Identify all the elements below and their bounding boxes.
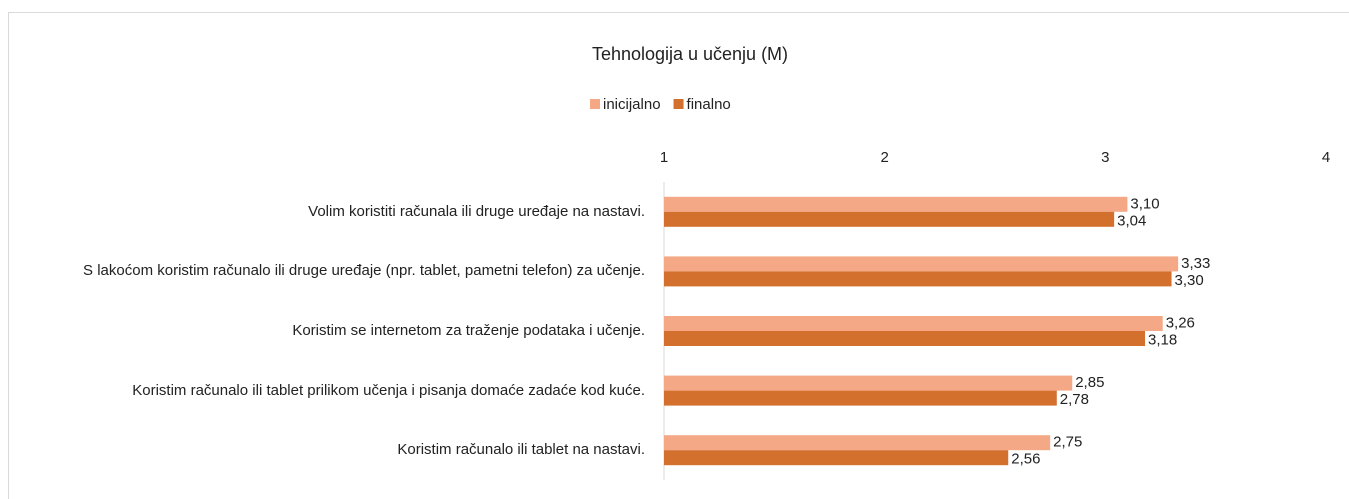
x-tick-label: 2 [880,149,888,166]
category-label: Koristim se internetom za traženje podat… [292,322,645,339]
category-label: Koristim računalo ili tablet na nastavi. [397,441,645,459]
bar [664,331,1146,346]
category-label: S lakoćom koristim računalo ili druge ur… [83,262,645,280]
bar [664,211,1115,227]
category-label: Volim koristiti računala ili druge uređa… [308,202,645,220]
value-label: 3,30 [1175,272,1204,289]
legend-swatch [590,99,600,109]
value-label: 3,33 [1181,255,1210,272]
legend-label: inicijalno [603,96,661,113]
value-label: 2,56 [1011,451,1040,468]
x-tick-label: 4 [1322,149,1330,166]
legend-swatch [673,99,684,109]
value-label: 3,04 [1117,212,1146,229]
bar [664,196,1128,212]
chart-title: Tehnologija u učenju (M) [592,44,788,64]
bar [664,375,1073,391]
value-label: 3,26 [1166,314,1195,331]
bar [664,256,1179,272]
bar [664,316,1163,331]
category-label: Koristim računalo ili tablet prilikom uč… [132,381,645,399]
chart-border [8,12,1349,499]
bar [664,435,1051,451]
value-label: 2,85 [1075,374,1104,391]
bar [664,450,1009,466]
bar [664,271,1172,287]
value-label: 2,75 [1053,434,1082,451]
bar [664,390,1057,406]
legend-label: finalno [687,96,731,113]
x-tick-label: 3 [1101,149,1109,166]
value-label: 3,18 [1148,331,1177,348]
value-label: 2,78 [1060,391,1089,408]
x-tick-label: 1 [660,149,668,166]
value-label: 3,10 [1130,195,1159,212]
